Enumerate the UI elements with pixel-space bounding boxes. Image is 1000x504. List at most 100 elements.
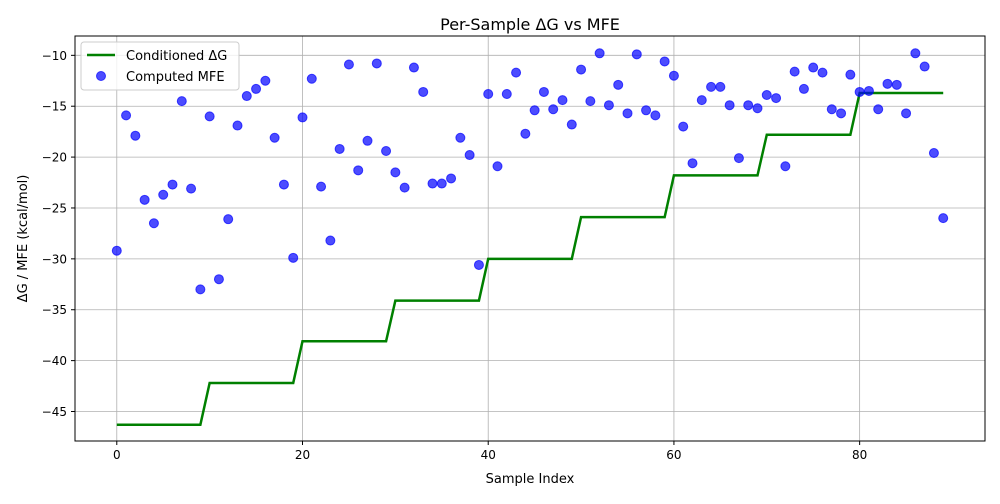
mfe-point — [343, 59, 354, 70]
x-tick-label: 0 — [113, 448, 121, 462]
mfe-point — [928, 148, 939, 159]
mfe-point — [743, 100, 754, 111]
mfe-point — [808, 62, 819, 73]
mfe-point — [278, 179, 289, 190]
mfe-point — [836, 108, 847, 119]
mfe-point — [613, 79, 624, 90]
mfe-point — [325, 235, 336, 246]
mfe-point — [938, 213, 949, 224]
mfe-point — [371, 58, 382, 69]
legend: Conditioned ΔG Computed MFE — [80, 41, 240, 91]
mfe-point — [111, 245, 122, 256]
mfe-point — [446, 173, 457, 184]
legend-label-mfe: Computed MFE — [126, 70, 225, 85]
y-tick-label: −35 — [42, 303, 67, 317]
mfe-point — [687, 158, 698, 169]
mfe-point — [483, 89, 494, 99]
mfe-point — [306, 73, 317, 84]
mfe-point — [761, 90, 772, 101]
mfe-point — [501, 89, 512, 99]
mfe-point — [176, 96, 187, 107]
chart-title: Per-Sample ΔG vs MFE — [440, 15, 620, 34]
mfe-point — [520, 128, 531, 139]
mfe-point — [724, 100, 735, 111]
legend-box — [80, 41, 240, 91]
mfe-point — [204, 111, 215, 122]
mfe-point — [464, 150, 475, 161]
x-tick-label: 80 — [852, 448, 867, 462]
mfe-point — [473, 259, 484, 270]
mfe-point — [798, 83, 809, 94]
x-axis-label: Sample Index — [486, 472, 575, 487]
mfe-point — [334, 143, 345, 154]
mfe-point — [557, 95, 568, 106]
mfe-point — [195, 284, 206, 295]
x-tick-label: 40 — [481, 448, 496, 462]
mfe-point — [780, 161, 791, 172]
mfe-point — [511, 67, 522, 78]
mfe-point — [260, 75, 271, 86]
mfe-point — [399, 182, 410, 193]
legend-label-conditioned: Conditioned ΔG — [126, 49, 227, 64]
y-tick-label: −25 — [42, 201, 67, 215]
mfe-point — [603, 100, 614, 111]
mfe-point — [771, 93, 782, 104]
mfe-point — [167, 179, 178, 190]
mfe-point — [232, 120, 243, 131]
mfe-point — [288, 252, 299, 263]
mfe-point — [130, 130, 141, 141]
mfe-point — [910, 48, 921, 59]
mfe-point — [241, 91, 252, 102]
mfe-point — [659, 56, 670, 67]
mfe-point — [455, 132, 466, 143]
mfe-point — [854, 86, 865, 97]
y-tick-label: −45 — [42, 405, 67, 419]
mfe-point — [139, 194, 150, 205]
mfe-point — [362, 135, 373, 146]
plot-area — [111, 48, 949, 426]
mfe-point — [158, 189, 169, 200]
mfe-point — [641, 105, 652, 116]
mfe-point — [650, 110, 661, 121]
mfe-point — [678, 121, 689, 132]
mfe-point — [436, 178, 447, 189]
mfe-point — [297, 112, 308, 123]
mfe-point — [817, 67, 828, 78]
mfe-point — [186, 183, 197, 194]
mfe-point — [269, 132, 280, 143]
x-tick-label: 20 — [295, 448, 310, 462]
mfe-point — [390, 167, 401, 178]
y-tick-label: −15 — [42, 100, 67, 114]
mfe-point — [538, 86, 549, 97]
mfe-point — [752, 103, 763, 114]
x-tick-label: 60 — [666, 448, 681, 462]
mfe-point — [585, 96, 596, 107]
legend-marker-swatch — [96, 71, 106, 81]
mfe-point — [251, 83, 262, 94]
mfe-point — [622, 108, 633, 119]
y-tick-label: −20 — [42, 151, 67, 165]
y-axis: −45 −40 −35 −30 −25 −20 −15 −10 — [42, 49, 75, 419]
x-axis: 0 20 40 60 80 — [113, 441, 867, 462]
mfe-point — [529, 105, 540, 116]
mfe-point — [882, 78, 893, 89]
mfe-point — [706, 81, 717, 92]
mfe-point — [381, 145, 392, 156]
mfe-point — [715, 81, 726, 92]
mfe-point — [408, 62, 419, 73]
mfe-point — [863, 85, 874, 96]
conditioned-dg-line — [116, 91, 944, 426]
mfe-point — [826, 104, 837, 115]
mfe-point — [353, 165, 364, 176]
mfe-point — [594, 48, 605, 59]
mfe-point — [873, 104, 884, 115]
y-tick-label: −10 — [42, 49, 67, 63]
mfe-point — [213, 274, 224, 285]
mfe-point — [427, 178, 438, 189]
mfe-point — [668, 70, 679, 81]
y-tick-label: −30 — [42, 252, 67, 266]
y-tick-label: −40 — [42, 354, 67, 368]
mfe-point — [696, 95, 707, 106]
mfe-point — [492, 161, 503, 172]
